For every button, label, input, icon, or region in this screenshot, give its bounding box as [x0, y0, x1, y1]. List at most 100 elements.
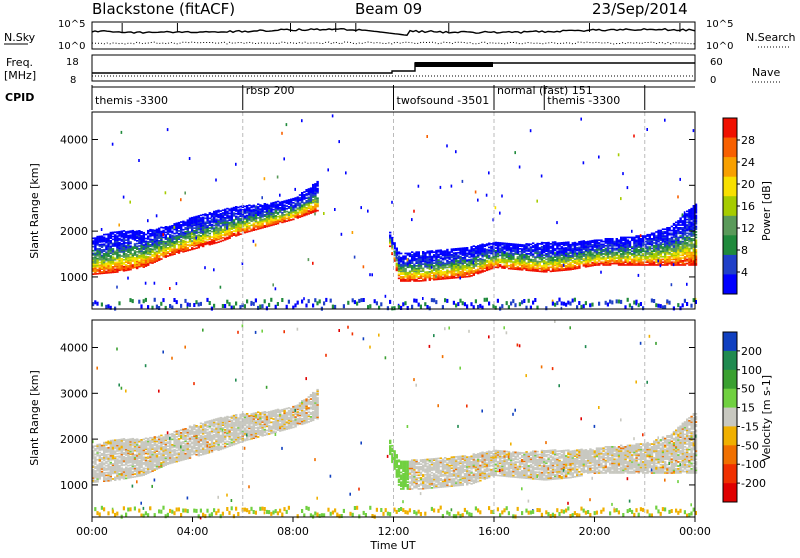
data-cell [165, 191, 167, 194]
data-cell [422, 273, 424, 275]
data-cell [466, 270, 468, 272]
data-cell [228, 215, 230, 217]
data-cell [277, 204, 279, 206]
data-cell [488, 247, 490, 249]
data-cell [94, 252, 96, 254]
data-cell [455, 273, 457, 275]
data-cell [662, 259, 664, 261]
data-cell [297, 207, 299, 209]
data-cell [682, 241, 684, 243]
data-cell [151, 258, 153, 260]
data-cell [686, 259, 688, 261]
data-cell [589, 264, 591, 266]
data-cell [198, 232, 200, 234]
data-cell [261, 196, 263, 199]
data-cell [627, 239, 629, 241]
data-cell [464, 247, 466, 249]
data-cell [446, 267, 448, 269]
data-cell [138, 248, 140, 250]
data-cell [224, 217, 226, 219]
data-cell [244, 221, 246, 223]
data-cell [316, 197, 318, 199]
data-cell [451, 185, 453, 188]
data-cell [497, 258, 499, 260]
data-cell [679, 241, 681, 243]
data-cell [602, 253, 604, 255]
data-cell [312, 206, 314, 208]
data-cell [211, 218, 213, 220]
data-cell [664, 119, 666, 122]
data-cell [275, 215, 277, 217]
data-cell [204, 241, 206, 243]
data-cell [217, 219, 219, 221]
data-cell [506, 259, 508, 261]
data-cell [688, 244, 690, 246]
data-cell [257, 203, 259, 205]
data-cell [121, 255, 123, 257]
data-cell [138, 260, 140, 262]
data-cell [294, 210, 296, 212]
data-cell [462, 257, 464, 259]
data-cell [633, 301, 635, 305]
data-cell [206, 239, 208, 241]
data-cell [215, 210, 217, 212]
data-cell [646, 234, 648, 236]
data-cell [565, 247, 567, 249]
data-cell [169, 226, 171, 228]
data-cell [499, 255, 501, 257]
data-cell [244, 208, 246, 210]
data-cell [209, 230, 211, 232]
data-cell [473, 270, 475, 272]
data-cell [167, 128, 169, 131]
data-cell [484, 298, 486, 302]
data-cell [391, 201, 393, 204]
data-cell [561, 242, 563, 244]
data-cell [554, 303, 556, 307]
data-cell [545, 261, 547, 263]
data-cell [171, 231, 173, 233]
data-cell [123, 262, 125, 264]
data-cell [220, 210, 222, 212]
data-cell [455, 277, 457, 279]
data-cell [671, 237, 673, 239]
data-cell [147, 219, 149, 222]
data-cell [576, 247, 578, 249]
data-cell [404, 279, 406, 281]
data-cell [539, 261, 541, 263]
data-cell [684, 256, 686, 258]
data-cell [490, 246, 492, 248]
data-cell [532, 249, 534, 251]
data-cell [235, 216, 237, 218]
data-cell [686, 263, 688, 265]
data-cell [653, 245, 655, 247]
data-cell [631, 250, 633, 252]
data-cell [468, 256, 470, 258]
data-cell [415, 251, 417, 253]
data-cell [440, 249, 442, 251]
data-cell [554, 241, 556, 243]
data-cell [149, 244, 151, 246]
data-cell [503, 243, 505, 245]
data-cell [352, 298, 354, 302]
data-cell [101, 255, 103, 257]
data-cell [583, 161, 585, 164]
freq-left-tick-top: 18 [66, 57, 79, 68]
data-cell [389, 232, 391, 234]
data-cell [233, 219, 235, 221]
data-cell [178, 222, 180, 224]
data-cell [580, 118, 582, 121]
data-cell [624, 264, 626, 266]
data-cell [431, 275, 433, 277]
data-cell [277, 302, 279, 306]
data-cell [123, 233, 125, 235]
data-cell [305, 304, 307, 308]
data-cell [136, 240, 138, 242]
data-cell [459, 299, 461, 303]
data-cell [686, 302, 688, 306]
data-cell [523, 244, 525, 246]
data-cell [589, 240, 591, 242]
data-cell [679, 217, 681, 219]
data-cell [530, 244, 532, 246]
data-cell [200, 217, 202, 219]
data-cell [569, 244, 571, 246]
